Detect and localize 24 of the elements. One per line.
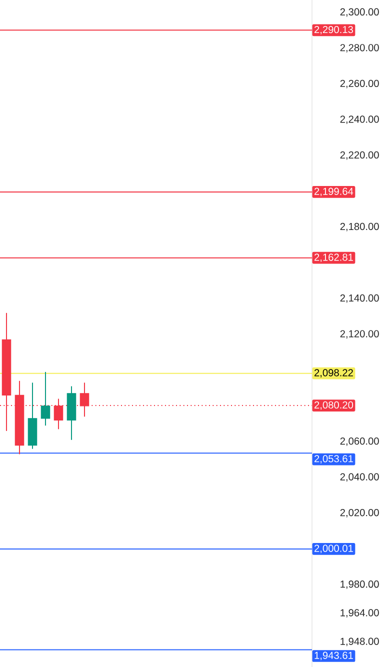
candlestick xyxy=(80,382,90,418)
candlestick xyxy=(40,371,50,426)
y-tick-label: 1,948.00 xyxy=(340,638,379,646)
ref-line-label: 2,080.20 xyxy=(314,401,354,410)
y-tick-label: 1,980.00 xyxy=(340,580,379,589)
y-tick-label: 2,300.00 xyxy=(340,8,379,17)
y-tick-label: 2,020.00 xyxy=(340,509,379,518)
y-tick-label: 2,240.00 xyxy=(340,116,379,124)
y-tick-label: 2,060.00 xyxy=(340,437,379,446)
ref-line-label: 2,098.22 xyxy=(314,369,353,378)
y-tick-label: 2,220.00 xyxy=(340,151,379,160)
ref-line-label: 2,162.81 xyxy=(314,254,353,262)
y-tick-label: 2,180.00 xyxy=(340,222,379,232)
y-tick-label: 2,040.00 xyxy=(340,473,379,482)
ref-line-label: 2,000.01 xyxy=(314,544,353,554)
y-tick-label: 2,140.00 xyxy=(340,294,379,303)
y-tick-label: 2,260.00 xyxy=(340,80,379,88)
ref-line-label: 1,943.61 xyxy=(314,652,353,660)
ref-line-label: 2,053.61 xyxy=(314,455,353,464)
y-tick-label: 2,120.00 xyxy=(340,330,379,339)
y-tick-label: 1,964.00 xyxy=(340,609,379,618)
ref-line-label: 2,199.64 xyxy=(314,188,354,196)
y-tick-label: 2,280.00 xyxy=(340,44,379,52)
ref-line-label: 2,290.13 xyxy=(314,26,353,34)
